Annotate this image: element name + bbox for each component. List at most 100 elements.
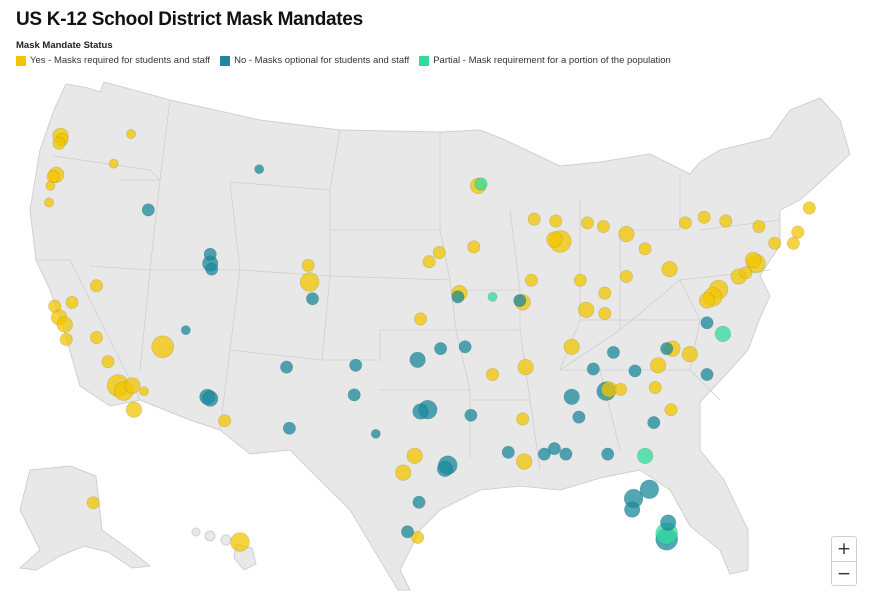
district-point-yes[interactable] <box>125 401 142 418</box>
district-point-yes[interactable] <box>101 355 115 369</box>
district-point-yes[interactable] <box>299 272 320 292</box>
district-point-yes[interactable] <box>791 225 805 239</box>
district-point-no[interactable] <box>412 403 429 420</box>
district-point-yes[interactable] <box>48 299 62 313</box>
district-point-no[interactable] <box>559 447 573 461</box>
district-point-yes[interactable] <box>108 158 119 169</box>
district-point-no[interactable] <box>203 247 217 261</box>
district-point-no[interactable] <box>537 447 551 461</box>
district-point-partial[interactable] <box>636 447 654 465</box>
district-point-yes[interactable] <box>580 216 594 230</box>
district-point-no[interactable] <box>572 410 586 424</box>
district-point-yes[interactable] <box>485 367 499 381</box>
district-point-yes[interactable] <box>802 201 816 215</box>
district-point-no[interactable] <box>254 164 265 175</box>
district-point-no[interactable] <box>347 388 361 402</box>
district-point-yes[interactable] <box>664 403 678 417</box>
district-point-no[interactable] <box>305 292 319 306</box>
district-point-yes[interactable] <box>432 246 446 260</box>
district-point-yes[interactable] <box>65 295 79 309</box>
district-point-yes[interactable] <box>739 266 753 280</box>
district-point-yes[interactable] <box>577 301 595 318</box>
district-point-yes[interactable] <box>516 453 533 470</box>
district-point-yes[interactable] <box>744 251 762 268</box>
district-point-yes[interactable] <box>422 255 436 269</box>
legend-item-partial[interactable]: Partial - Mask requirement for a portion… <box>419 55 671 66</box>
district-point-no[interactable] <box>606 345 620 359</box>
district-point-no[interactable] <box>180 325 191 335</box>
district-point-partial[interactable] <box>487 291 498 302</box>
district-point-partial[interactable] <box>474 177 488 191</box>
district-point-no[interactable] <box>205 262 219 276</box>
district-point-yes[interactable] <box>678 216 692 230</box>
district-point-yes[interactable] <box>563 338 580 355</box>
district-point-yes[interactable] <box>698 292 716 309</box>
district-point-yes[interactable] <box>681 346 698 363</box>
district-point-yes[interactable] <box>752 220 766 234</box>
district-point-no[interactable] <box>280 360 294 374</box>
district-point-yes[interactable] <box>467 240 481 254</box>
district-point-yes[interactable] <box>56 316 73 333</box>
district-point-yes[interactable] <box>46 170 60 184</box>
district-point-yes[interactable] <box>661 261 678 278</box>
district-point-yes[interactable] <box>230 532 250 552</box>
district-point-no[interactable] <box>501 445 515 459</box>
district-point-yes[interactable] <box>301 258 315 272</box>
district-point-yes[interactable] <box>697 210 711 224</box>
district-point-yes[interactable] <box>598 286 612 300</box>
district-point-no[interactable] <box>282 421 296 435</box>
district-point-no[interactable] <box>464 408 478 422</box>
zoom-in-button[interactable]: + <box>836 539 852 559</box>
zoom-out-button[interactable]: − <box>832 561 856 586</box>
district-point-no[interactable] <box>624 501 641 518</box>
district-point-yes[interactable] <box>614 382 628 396</box>
district-point-no[interactable] <box>639 479 660 499</box>
district-point-yes[interactable] <box>516 412 530 426</box>
district-point-no[interactable] <box>586 362 600 376</box>
district-point-yes[interactable] <box>86 496 100 510</box>
district-point-no[interactable] <box>700 316 714 330</box>
district-point-yes[interactable] <box>768 236 782 250</box>
district-point-yes[interactable] <box>59 332 73 346</box>
district-point-no[interactable] <box>141 203 155 217</box>
district-point-yes[interactable] <box>45 181 56 191</box>
district-point-yes[interactable] <box>395 464 412 481</box>
district-point-no[interactable] <box>451 290 465 304</box>
district-point-yes[interactable] <box>719 214 733 228</box>
district-point-yes[interactable] <box>619 270 633 284</box>
district-point-no[interactable] <box>370 428 381 439</box>
district-point-no[interactable] <box>660 514 677 531</box>
district-point-no[interactable] <box>458 340 472 354</box>
district-point-yes[interactable] <box>52 136 66 150</box>
district-point-yes[interactable] <box>90 279 104 293</box>
district-point-no[interactable] <box>400 525 414 539</box>
district-point-yes[interactable] <box>218 414 232 428</box>
district-point-yes[interactable] <box>524 273 538 287</box>
district-point-yes[interactable] <box>406 447 423 465</box>
district-point-no[interactable] <box>202 390 219 407</box>
district-point-yes[interactable] <box>596 220 610 234</box>
district-point-yes[interactable] <box>527 212 541 226</box>
district-point-yes[interactable] <box>413 312 427 326</box>
district-point-no[interactable] <box>647 416 661 430</box>
district-point-no[interactable] <box>513 294 527 308</box>
district-point-no[interactable] <box>547 442 561 456</box>
district-point-no[interactable] <box>412 495 426 509</box>
district-point-yes[interactable] <box>638 242 652 256</box>
district-point-no[interactable] <box>434 342 448 356</box>
district-point-no[interactable] <box>349 358 363 372</box>
legend-item-no[interactable]: No - Masks optional for students and sta… <box>220 55 409 66</box>
district-point-yes[interactable] <box>786 236 800 250</box>
district-point-yes[interactable] <box>618 225 635 243</box>
district-point-yes[interactable] <box>151 335 174 359</box>
district-point-no[interactable] <box>436 460 454 478</box>
district-point-partial[interactable] <box>714 325 732 343</box>
district-point-yes[interactable] <box>648 380 662 394</box>
district-point-no[interactable] <box>700 367 714 381</box>
legend-item-yes[interactable]: Yes - Masks required for students and st… <box>16 55 210 66</box>
district-point-no[interactable] <box>601 447 615 461</box>
district-point-yes[interactable] <box>549 214 563 228</box>
district-point-no[interactable] <box>660 342 674 356</box>
district-point-yes[interactable] <box>44 197 54 208</box>
district-point-yes[interactable] <box>649 357 667 374</box>
